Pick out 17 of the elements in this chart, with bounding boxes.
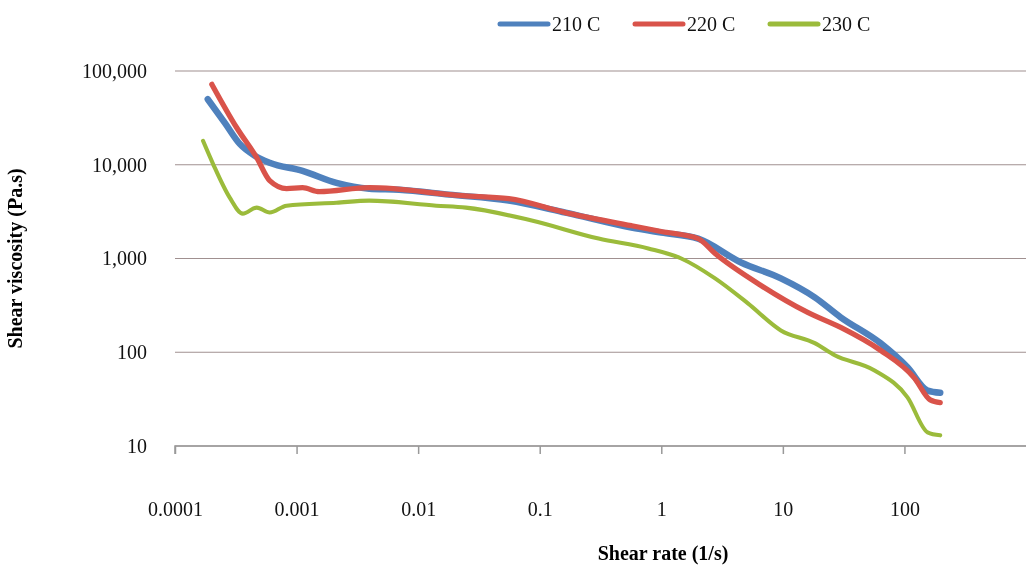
y-tick-label: 10 (127, 434, 147, 457)
x-tick-label: 100 (889, 498, 920, 521)
x-tick-label: 0.1 (527, 498, 553, 521)
y-tick-label: 10,000 (92, 153, 147, 176)
x-tick-label: 0.01 (401, 498, 437, 521)
legend-label: 230 C (822, 13, 871, 35)
y-axis-title: Shear viscosity (Pa.s) (4, 168, 27, 349)
y-tick-label: 100,000 (82, 59, 147, 82)
x-tick-label: 1 (656, 498, 667, 521)
y-tick-label: 1,000 (102, 247, 147, 270)
x-tick-label: 0.001 (274, 498, 320, 521)
legend-label: 210 C (552, 13, 601, 35)
x-tick-label: 10 (773, 498, 794, 521)
legend-label: 220 C (687, 13, 736, 35)
x-axis-title: Shear rate (1/s) (597, 542, 729, 565)
x-tick-label: 0.0001 (148, 498, 203, 521)
y-tick-label: 100 (117, 341, 147, 364)
